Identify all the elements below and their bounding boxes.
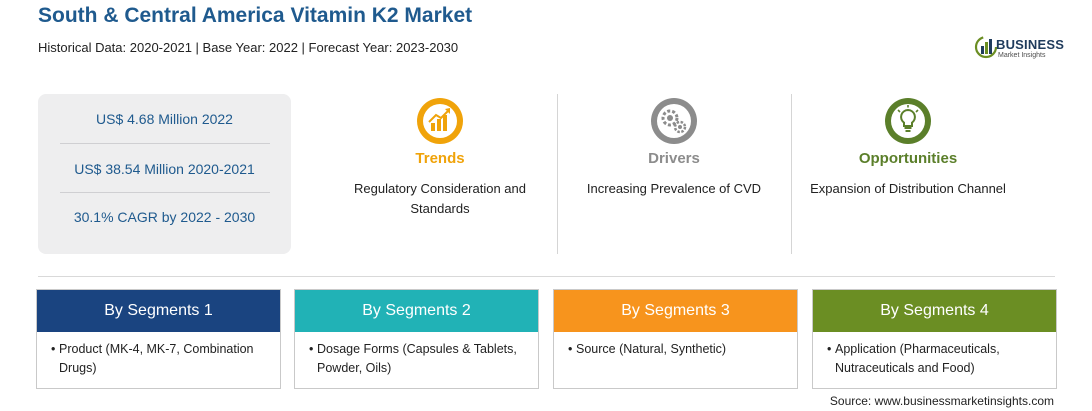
trends-text: Regulatory Consideration and Standards — [354, 181, 526, 216]
segment-3-body: • Source (Natural, Synthetic) — [554, 332, 797, 359]
stat-cagr: 30.1% CAGR by 2022 - 2030 — [73, 209, 256, 225]
lightbulb-icon — [885, 98, 931, 144]
stat-divider — [60, 192, 270, 193]
segment-2-title: By Segments 2 — [295, 290, 538, 332]
segment-3-title: By Segments 3 — [554, 290, 797, 332]
opportunities-text: Expansion of Distribution Channel — [810, 181, 1006, 196]
page-title: South & Central America Vitamin K2 Marke… — [38, 4, 473, 27]
drivers-text: Increasing Prevalence of CVD — [586, 181, 762, 196]
segment-card-1: By Segments 1 • Product (MK-4, MK-7, Com… — [36, 289, 281, 389]
logo-icon — [974, 35, 998, 59]
column-divider — [791, 94, 792, 254]
market-stats-panel: US$ 4.68 Million 2022 US$ 38.54 Million … — [38, 94, 291, 254]
segment-1-title: By Segments 1 — [37, 290, 280, 332]
segment-2-body: • Dosage Forms (Capsules & Tablets, Powd… — [295, 332, 538, 378]
bullet-icon: • — [568, 342, 573, 356]
logo-wordmark: BUSINESS — [996, 37, 1065, 52]
stat-market-size-historic: US$ 38.54 Million 2020-2021 — [74, 161, 255, 177]
segment-1-body: • Product (MK-4, MK-7, Combination Drugs… — [37, 332, 280, 378]
segment-2-item: Dosage Forms (Capsules & Tablets, Powder… — [317, 342, 517, 375]
drivers-heading: Drivers — [648, 150, 700, 167]
trends-column: Trends Regulatory Consideration and Stan… — [325, 94, 555, 254]
trends-heading: Trends — [415, 150, 465, 167]
drivers-column: Drivers Increasing Prevalence of CVD — [559, 94, 789, 254]
bullet-icon: • — [827, 342, 832, 356]
source-link[interactable]: Source: www.businessmarketinsights.com — [829, 394, 1054, 408]
section-divider — [38, 276, 1055, 277]
opportunities-heading: Opportunities — [858, 150, 958, 167]
trend-chart-icon — [417, 98, 463, 144]
segment-card-4: By Segments 4 • Application (Pharmaceuti… — [812, 289, 1057, 389]
business-market-insights-logo: BUSINESS Market Insights — [974, 34, 1064, 62]
segment-card-2: By Segments 2 • Dosage Forms (Capsules &… — [294, 289, 539, 389]
stat-divider — [60, 143, 270, 144]
segment-1-item: Product (MK-4, MK-7, Combination Drugs) — [59, 342, 254, 375]
segment-card-3: By Segments 3 • Source (Natural, Synthet… — [553, 289, 798, 389]
bullet-icon: • — [309, 342, 314, 356]
segment-4-item: Application (Pharmaceuticals, Nutraceuti… — [835, 342, 1000, 375]
gears-icon — [651, 98, 697, 144]
stat-market-size-2022: US$ 4.68 Million 2022 — [96, 111, 233, 127]
column-divider — [557, 94, 558, 254]
segment-3-item: Source (Natural, Synthetic) — [576, 342, 727, 356]
segment-4-body: • Application (Pharmaceuticals, Nutraceu… — [813, 332, 1056, 378]
bullet-icon: • — [51, 342, 56, 356]
logo-tagline: Market Insights — [998, 52, 1046, 59]
opportunities-column: Opportunities Expansion of Distribution … — [793, 94, 1023, 254]
segment-4-title: By Segments 4 — [813, 290, 1056, 332]
page-subtitle: Historical Data: 2020-2021 | Base Year: … — [38, 40, 459, 55]
